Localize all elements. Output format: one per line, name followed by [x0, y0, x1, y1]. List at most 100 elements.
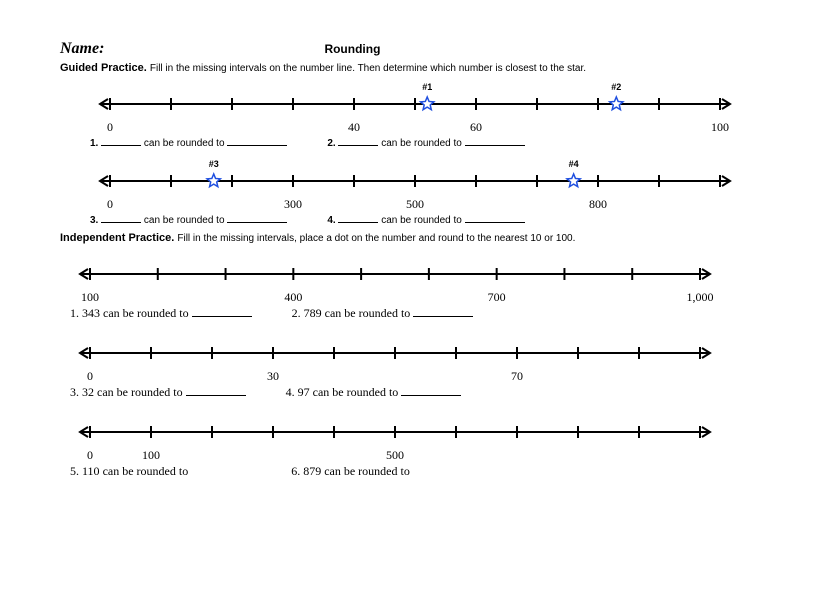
- question-i3: 3. 32 can be rounded to: [70, 385, 246, 400]
- iq5-val: 110: [82, 464, 100, 478]
- guided-q-row-1: 1. can be rounded to 2. can be rounded t…: [90, 136, 780, 149]
- iq4-val: 97: [298, 385, 310, 399]
- iq4-text: can be rounded to: [313, 385, 399, 399]
- header-row: Name: Rounding: [60, 40, 780, 58]
- ind-q-row-3: 5. 110 can be rounded to 6. 879 can be r…: [70, 464, 780, 479]
- star-label: #4: [569, 159, 579, 169]
- number-line-1: #1 #2: [60, 78, 780, 118]
- iq3-text: can be rounded to: [97, 385, 183, 399]
- star-icon: [207, 174, 220, 187]
- iq5-num: 5.: [70, 464, 79, 478]
- question-i1: 1. 343 can be rounded to: [70, 306, 252, 321]
- blank[interactable]: [101, 213, 141, 223]
- tick-label: 0: [87, 448, 93, 463]
- tick-label: 500: [406, 197, 424, 212]
- question-i5: 5. 110 can be rounded to: [70, 464, 251, 479]
- iq6-num: 6.: [291, 464, 300, 478]
- iq1-num: 1.: [70, 306, 79, 320]
- number-line-svg: [60, 406, 730, 446]
- number-line-5: [60, 406, 780, 446]
- tick-label: 100: [81, 290, 99, 305]
- iq5-text: can be rounded to: [103, 464, 189, 478]
- question-3: 3. can be rounded to: [90, 213, 287, 226]
- tick-label: 0: [107, 197, 113, 212]
- star-icon: [567, 174, 580, 187]
- number-line-svg: #1 #2: [60, 78, 770, 118]
- tick-label: 70: [511, 369, 523, 384]
- question-i2: 2. 789 can be rounded to: [292, 306, 474, 321]
- iq2-text: can be rounded to: [325, 306, 411, 320]
- number-line-svg: [60, 327, 730, 367]
- tick-label: 500: [386, 448, 404, 463]
- q1-num: 1.: [90, 138, 98, 149]
- tick-label: 40: [348, 120, 360, 135]
- ind-q-row-1: 1. 343 can be rounded to 2. 789 can be r…: [70, 306, 780, 321]
- q2-num: 2.: [327, 138, 335, 149]
- blank[interactable]: [227, 213, 287, 223]
- independent-label: Independent Practice.: [60, 232, 174, 244]
- tick-label: 100: [142, 448, 160, 463]
- guided-label: Guided Practice.: [60, 62, 147, 74]
- independent-text: Fill in the missing intervals, place a d…: [177, 233, 575, 244]
- iq1-val: 343: [82, 306, 100, 320]
- q1-text: can be rounded to: [144, 138, 225, 149]
- number-line-2: #3 #4: [60, 155, 780, 195]
- number-line-3-labels: 1004007001,000: [60, 290, 730, 304]
- iq1-text: can be rounded to: [103, 306, 189, 320]
- question-1: 1. can be rounded to: [90, 136, 287, 149]
- blank[interactable]: [186, 386, 246, 396]
- blank[interactable]: [401, 386, 461, 396]
- blank[interactable]: [338, 213, 378, 223]
- blank[interactable]: [413, 307, 473, 317]
- star-label: #2: [611, 82, 621, 92]
- guided-q-row-2: 3. can be rounded to 4. can be rounded t…: [90, 213, 780, 226]
- blank[interactable]: [192, 307, 252, 317]
- iq3-val: 32: [82, 385, 94, 399]
- number-line-4: [60, 327, 780, 367]
- blank[interactable]: [465, 213, 525, 223]
- blank[interactable]: [413, 465, 473, 475]
- tick-label: 300: [284, 197, 302, 212]
- independent-instructions: Independent Practice. Fill in the missin…: [60, 232, 780, 244]
- number-line-1-labels: 04060100: [60, 120, 770, 134]
- iq3-num: 3.: [70, 385, 79, 399]
- number-line-svg: #3 #4: [60, 155, 770, 195]
- number-line-2-labels: 0 300 500 800: [60, 197, 770, 211]
- question-4: 4. can be rounded to: [327, 213, 524, 226]
- tick-label: 0: [107, 120, 113, 135]
- tick-label: 400: [284, 290, 302, 305]
- q4-num: 4.: [327, 215, 335, 226]
- iq2-num: 2.: [292, 306, 301, 320]
- iq4-num: 4.: [286, 385, 295, 399]
- blank[interactable]: [191, 465, 251, 475]
- blank[interactable]: [465, 136, 525, 146]
- number-line-5-labels: 0 100 500: [60, 448, 730, 462]
- q3-num: 3.: [90, 215, 98, 226]
- star-icon: [421, 97, 434, 110]
- worksheet: Name: Rounding Guided Practice. Fill in …: [60, 40, 780, 485]
- tick-label: 700: [488, 290, 506, 305]
- ind-q-row-2: 3. 32 can be rounded to 4. 97 can be rou…: [70, 385, 780, 400]
- tick-label: 100: [711, 120, 729, 135]
- number-line-3: [60, 248, 780, 288]
- blank[interactable]: [338, 136, 378, 146]
- iq2-val: 789: [304, 306, 322, 320]
- tick-label: 800: [589, 197, 607, 212]
- star-icon: [610, 97, 623, 110]
- question-i4: 4. 97 can be rounded to: [286, 385, 462, 400]
- blank[interactable]: [101, 136, 141, 146]
- star-label: #3: [209, 159, 219, 169]
- number-line-4-labels: 03070: [60, 369, 730, 383]
- name-label: Name:: [60, 40, 104, 58]
- page-title: Rounding: [324, 42, 380, 56]
- tick-label: 0: [87, 369, 93, 384]
- q3-text: can be rounded to: [144, 215, 225, 226]
- number-line-svg: [60, 248, 730, 288]
- guided-instructions: Guided Practice. Fill in the missing int…: [60, 62, 780, 74]
- question-2: 2. can be rounded to: [327, 136, 524, 149]
- blank[interactable]: [227, 136, 287, 146]
- star-label: #1: [422, 82, 432, 92]
- question-i6: 6. 879 can be rounded to: [291, 464, 473, 479]
- q2-text: can be rounded to: [381, 138, 462, 149]
- q4-text: can be rounded to: [381, 215, 462, 226]
